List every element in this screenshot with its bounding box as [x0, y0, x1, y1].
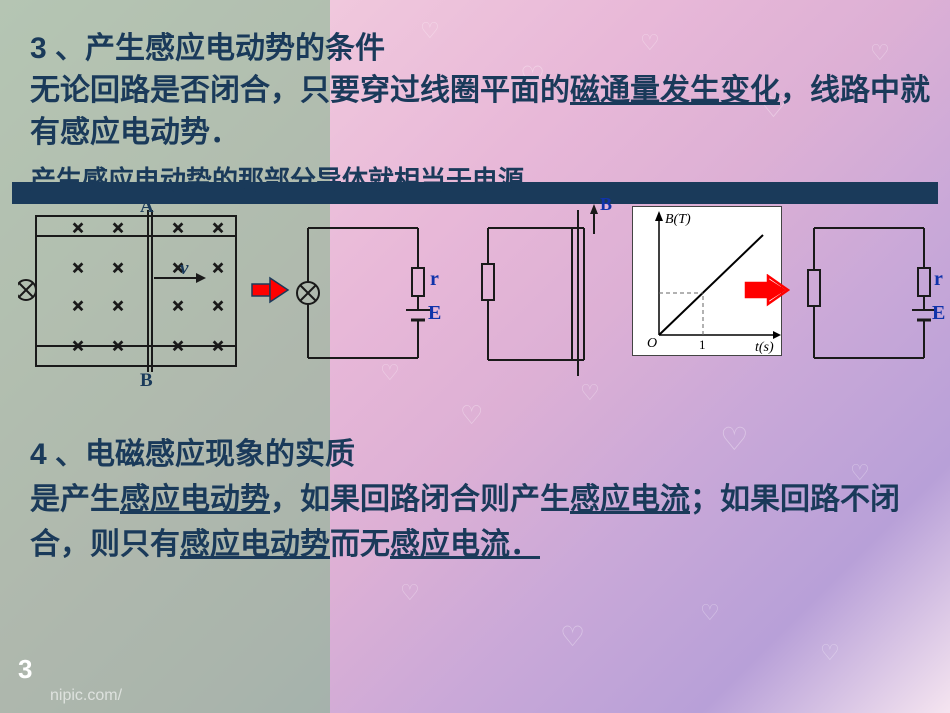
body-3: 无论回路是否闭合，只要穿过线圈平面的磁通量发生变化，线路中就有感应电动势． [30, 70, 930, 154]
b4-b: ，如果回路闭合则产生 [270, 483, 570, 516]
diag4-label-r: r [934, 268, 943, 291]
page-number: 3 [18, 654, 32, 685]
section-4-text: 4 、电磁感应现象的实质 是产生感应电动势，如果回路闭合则产生感应电流；如果回路… [30, 432, 930, 567]
b4-u3: 感应电动势 [180, 528, 330, 561]
diag2-label-r: r [430, 268, 439, 291]
svg-text:×: × [212, 296, 223, 318]
diag4-label-E: E [932, 302, 945, 325]
svg-text:×: × [72, 258, 83, 280]
body-3b: 产生感应电动势的那部分导体就相当于电源 [30, 160, 930, 197]
svg-text:×: × [212, 218, 223, 240]
section-3-text: 3 、产生感应电动势的条件 无论回路是否闭合，只要穿过线圈平面的磁通量发生变化，… [30, 28, 930, 197]
b4-u2: 感应电流 [570, 483, 690, 516]
svg-text:×: × [112, 258, 123, 280]
svg-text:×: × [212, 336, 223, 358]
body3-part-a: 无论回路是否闭合，只要穿过线圈平面的 [30, 74, 570, 107]
heading-3: 3 、产生感应电动势的条件 [30, 28, 930, 70]
graph-origin: O [647, 336, 657, 351]
svg-text:×: × [112, 218, 123, 240]
b4-d: 而无 [330, 528, 390, 561]
b4-u1: 感应电动势 [120, 483, 270, 516]
svg-text:×: × [112, 296, 123, 318]
diag1-rail-field: ×××× ×××× ×××× ×××× [18, 198, 248, 388]
diag3-coil [468, 204, 618, 384]
svg-text:×: × [72, 296, 83, 318]
graph-ylabel: B(T) [665, 212, 691, 227]
diag1-label-B: B [140, 370, 153, 392]
watermark: nipic.com/ [50, 687, 122, 705]
diag2-label-E: E [428, 302, 441, 325]
heading-4: 4 、电磁感应现象的实质 [30, 432, 930, 477]
diag2-circuit [290, 208, 440, 378]
svg-text:×: × [212, 258, 223, 280]
b4-u4: 感应电流． [390, 528, 540, 561]
svg-text:×: × [72, 218, 83, 240]
svg-text:×: × [72, 336, 83, 358]
diag4-circuit [794, 208, 944, 378]
svg-text:×: × [172, 336, 183, 358]
arrow-1-icon [250, 276, 290, 306]
diag1-label-A: A [140, 196, 154, 218]
graph-xlabel: t(s) [755, 340, 774, 355]
body-4: 是产生感应电动势，如果回路闭合则产生感应电流；如果回路不闭合，则只有感应电动势而… [30, 477, 930, 567]
svg-text:×: × [112, 336, 123, 358]
body3-underline: 磁通量发生变化 [570, 74, 780, 107]
diagram-row: ×××× ×××× ×××× ×××× A v B [18, 198, 938, 388]
arrow-2-icon [744, 274, 790, 308]
diag3-label-B: B [600, 194, 612, 215]
b4-a: 是产生 [30, 483, 120, 516]
diag1-label-v: v [180, 258, 188, 280]
graph-xtick: 1 [699, 337, 706, 352]
svg-text:×: × [172, 218, 183, 240]
svg-text:×: × [172, 296, 183, 318]
